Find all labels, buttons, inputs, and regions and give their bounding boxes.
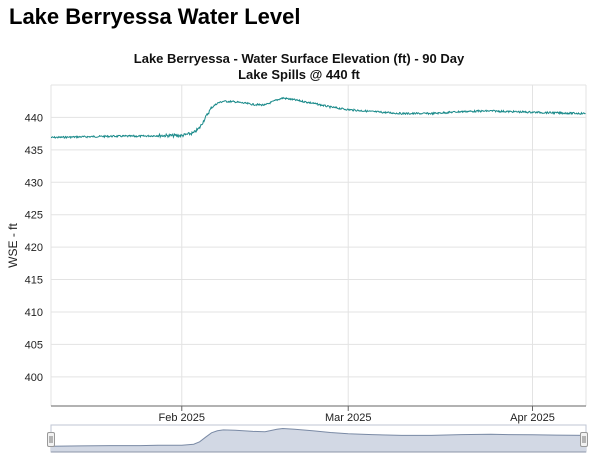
page-title: Lake Berryessa Water Level <box>9 4 301 29</box>
y-axis-tick-labels: 400 405 410 415 420 425 430 435 440 <box>25 112 43 383</box>
series-line <box>50 96 586 140</box>
y-tick-label: 420 <box>25 242 43 254</box>
horizontal-gridlines <box>51 84 586 378</box>
navigator-handle-grip[interactable] <box>580 432 588 447</box>
y-tick-label: 405 <box>25 339 43 351</box>
range-navigator[interactable] <box>47 424 588 453</box>
y-axis-label: WSE - ft <box>6 223 20 268</box>
navigator-right-handle[interactable] <box>580 432 588 447</box>
chart-subtitle: Lake Spills @ 440 ft <box>238 67 360 82</box>
navigator-line <box>50 427 587 447</box>
navigator-area <box>51 428 586 452</box>
x-tick-label: Feb 2025 <box>159 412 205 424</box>
y-tick-label: 415 <box>25 275 43 287</box>
vertical-gridlines <box>50 85 587 411</box>
chart-title: Lake Berryessa - Water Surface Elevation… <box>134 51 465 66</box>
y-tick-label: 400 <box>25 372 43 384</box>
x-tick-label: Mar 2025 <box>325 412 371 424</box>
navigator-left-handle[interactable] <box>47 432 55 447</box>
y-tick-label: 435 <box>25 145 43 157</box>
navigator-handle-grip[interactable] <box>47 432 55 447</box>
y-tick-label: 440 <box>25 112 43 124</box>
x-tick-label: Apr 2025 <box>510 412 555 424</box>
y-tick-label: 430 <box>25 177 43 189</box>
y-tick-label: 425 <box>25 210 43 222</box>
plot-area <box>51 85 586 406</box>
series-group <box>50 96 586 140</box>
x-axis-tick-labels: Feb 2025 Mar 2025 Apr 2025 <box>159 412 555 424</box>
y-tick-label: 410 <box>25 307 43 319</box>
